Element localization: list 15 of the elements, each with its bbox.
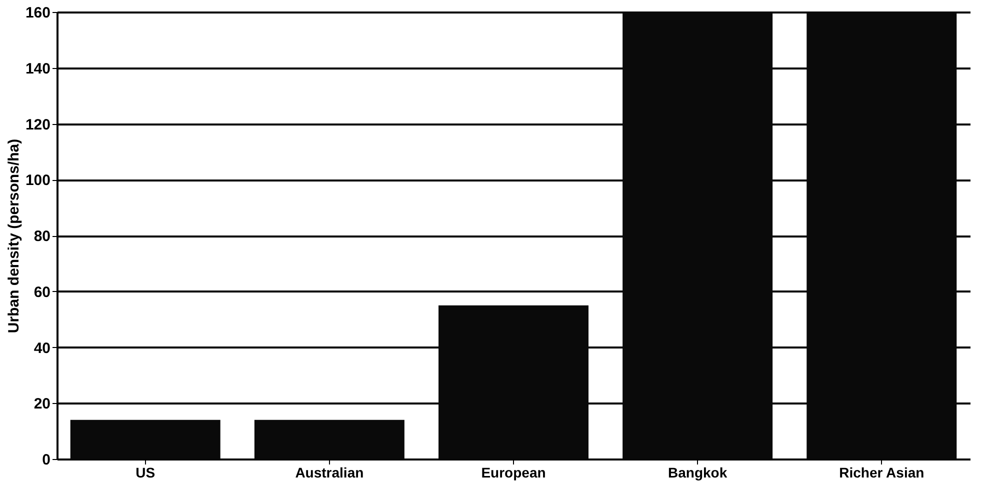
y-tick-label: 100: [25, 172, 50, 190]
y-tick-label: 160: [25, 4, 50, 22]
y-tick-label: 0: [42, 452, 50, 468]
x-tick-label: Bangkok: [668, 464, 728, 480]
y-tick-label: 120: [25, 116, 50, 134]
y-tick-label: 20: [34, 396, 50, 413]
y-tick-label: 80: [34, 228, 50, 245]
y-tick-label: 140: [25, 60, 50, 78]
x-tick-label: Richer Asian: [839, 464, 924, 480]
y-axis-title: Urban density (persons/ha): [5, 138, 22, 334]
x-tick-label: Australian: [295, 464, 364, 480]
y-tick-label: 60: [34, 284, 50, 301]
x-tick-label: European: [481, 464, 546, 480]
x-tick-label: US: [136, 464, 156, 480]
y-tick-label: 40: [34, 340, 50, 357]
